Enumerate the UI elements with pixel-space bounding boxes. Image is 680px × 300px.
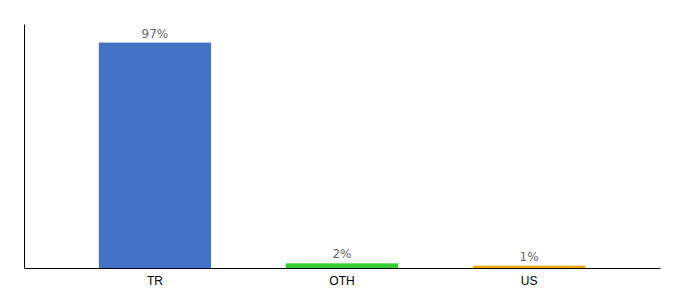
x-tick-label: TR xyxy=(147,274,163,288)
chart: 97% 2% 1% TR OTH US xyxy=(0,0,680,300)
x-tick-label: US xyxy=(521,274,538,288)
bar xyxy=(473,266,585,268)
bars xyxy=(99,43,585,268)
x-tick: TR xyxy=(147,274,163,288)
x-axis: TR OTH US xyxy=(25,269,661,288)
x-tick: OTH xyxy=(329,274,354,288)
bar xyxy=(99,43,211,268)
y-axis xyxy=(24,25,25,269)
data-labels: 97% 2% 1% xyxy=(142,27,539,264)
data-label: 1% xyxy=(520,250,539,264)
y-axis-line xyxy=(24,25,25,269)
x-tick-label: OTH xyxy=(329,274,354,288)
data-label: 97% xyxy=(142,27,169,41)
data-label: 2% xyxy=(332,247,351,261)
x-tick: US xyxy=(521,274,538,288)
plot: 97% 2% 1% TR OTH US xyxy=(25,25,661,288)
bar xyxy=(286,263,398,268)
x-axis-line xyxy=(25,268,661,269)
